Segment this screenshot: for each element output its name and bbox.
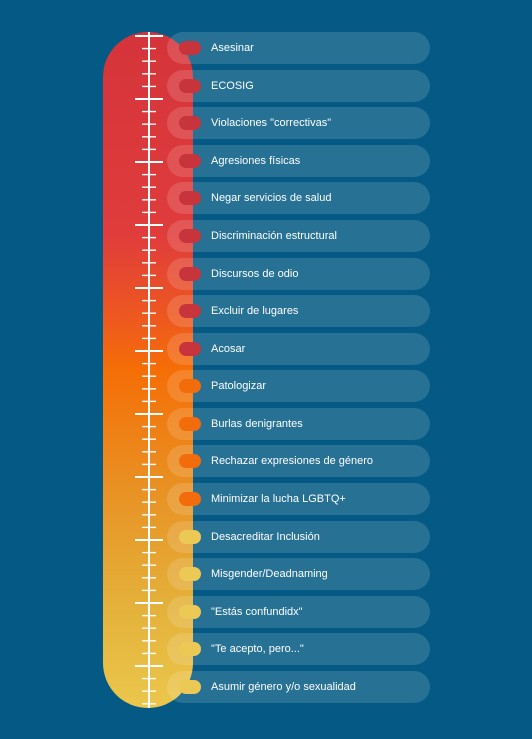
level-indicator-dot [179, 191, 201, 205]
level-indicator-dot [179, 267, 201, 281]
level-indicator-dot [179, 379, 201, 393]
level-indicator-dot [179, 605, 201, 619]
item-label: Acosar [211, 343, 246, 355]
item-label: Excluir de lugares [211, 305, 299, 317]
thermometer-scale [135, 32, 163, 708]
item-label: Patologizar [211, 380, 267, 392]
level-indicator-dot [179, 342, 201, 356]
list-item: Agresiones físicas [167, 145, 430, 177]
list-item: Rechazar expresiones de género [167, 445, 430, 477]
list-item: Asesinar [167, 32, 430, 64]
item-label: "Te acepto, pero..." [211, 643, 304, 655]
list-item: Desacreditar Inclusión [167, 521, 430, 553]
item-label: "Estás confundidx" [211, 606, 303, 618]
thermometer [103, 32, 193, 708]
item-label: Burlas denigrantes [211, 418, 303, 430]
item-label: Minimizar la lucha LGBTQ+ [211, 493, 346, 505]
level-indicator-dot [179, 304, 201, 318]
level-indicator-dot [179, 417, 201, 431]
item-label: Asesinar [211, 42, 254, 54]
item-label: Discriminación estructural [211, 230, 337, 242]
level-indicator-dot [179, 154, 201, 168]
item-label: Desacreditar Inclusión [211, 531, 320, 543]
list-item: Misgender/Deadnaming [167, 558, 430, 590]
level-indicator-dot [179, 454, 201, 468]
list-item: Discursos de odio [167, 258, 430, 290]
list-item: Negar servicios de salud [167, 182, 430, 214]
level-indicator-dot [179, 116, 201, 130]
item-label: Rechazar expresiones de género [211, 455, 374, 467]
list-item: Acosar [167, 333, 430, 365]
list-item: "Estás confundidx" [167, 596, 430, 628]
item-label: Discursos de odio [211, 268, 299, 280]
list-item: "Te acepto, pero..." [167, 633, 430, 665]
item-label: Agresiones físicas [211, 155, 301, 167]
item-label: ECOSIG [211, 80, 254, 92]
list-item: ECOSIG [167, 70, 430, 102]
list-item: Excluir de lugares [167, 295, 430, 327]
level-indicator-dot [179, 229, 201, 243]
level-indicator-dot [179, 530, 201, 544]
level-indicator-dot [179, 642, 201, 656]
list-item: Patologizar [167, 370, 430, 402]
level-indicator-dot [179, 492, 201, 506]
item-label: Violaciones "correctivas" [211, 117, 332, 129]
item-label: Negar servicios de salud [211, 192, 332, 204]
list-item: Burlas denigrantes [167, 408, 430, 440]
list-item: Violaciones "correctivas" [167, 107, 430, 139]
level-indicator-dot [179, 680, 201, 694]
list-item: Asumir género y/o sexualidad [167, 671, 430, 703]
list-item: Discriminación estructural [167, 220, 430, 252]
level-indicator-dot [179, 79, 201, 93]
list-item: Minimizar la lucha LGBTQ+ [167, 483, 430, 515]
level-indicator-dot [179, 41, 201, 55]
item-label: Misgender/Deadnaming [211, 568, 328, 580]
level-indicator-dot [179, 567, 201, 581]
item-label: Asumir género y/o sexualidad [211, 681, 356, 693]
